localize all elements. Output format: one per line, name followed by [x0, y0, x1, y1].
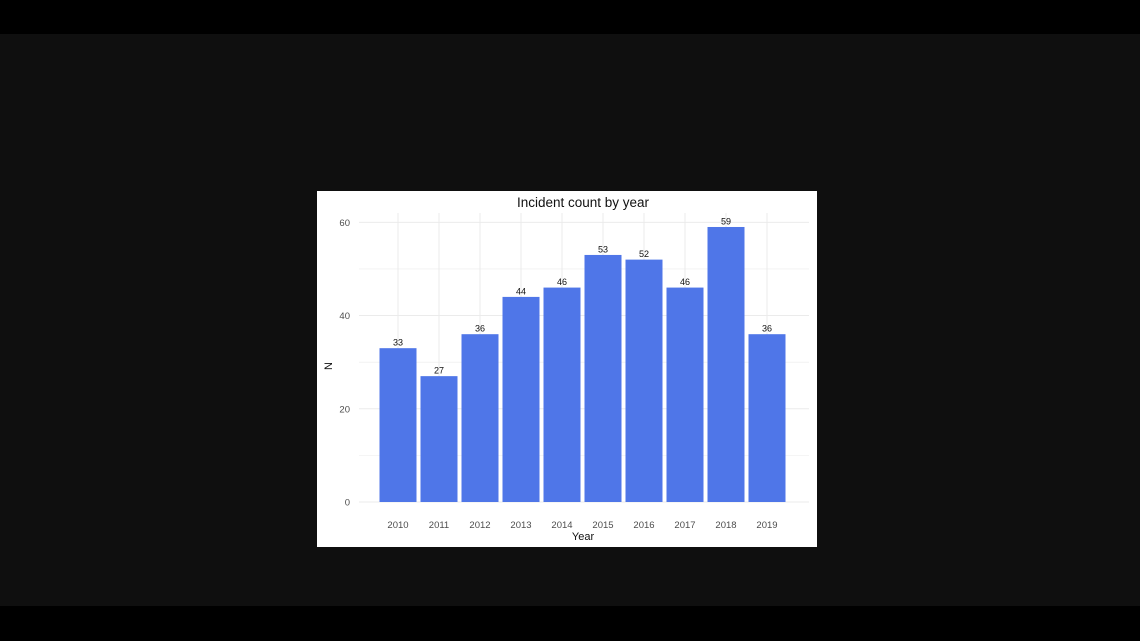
value-label: 27: [434, 366, 444, 376]
y-tick-label: 0: [345, 498, 350, 509]
x-tick-label: 2019: [756, 520, 777, 531]
bar-2012: [461, 334, 499, 502]
x-axis-ticks: 2010 2011 2012 2013 2014 2015 2016 2017 2018 2019: [387, 520, 777, 531]
y-axis-title: N: [323, 362, 335, 370]
x-tick-label: 2012: [469, 520, 490, 531]
value-label: 36: [475, 324, 485, 334]
value-label: 44: [516, 286, 526, 296]
value-labels: 33 27 36 44 46 53 52 46 59 36: [393, 216, 772, 375]
value-label: 59: [721, 216, 731, 226]
bar-2016: [625, 259, 663, 502]
bar-2014: [543, 287, 581, 502]
x-tick-label: 2016: [633, 520, 654, 531]
bar-2010: [379, 348, 417, 502]
bar-2019: [748, 334, 786, 502]
x-tick-label: 2014: [551, 520, 572, 531]
value-label: 36: [762, 324, 772, 334]
value-label: 53: [598, 244, 608, 254]
bar-2011: [420, 376, 458, 502]
y-tick-label: 40: [339, 311, 350, 322]
y-axis-ticks: 0 20 40 60: [339, 218, 350, 509]
x-axis-title: Year: [572, 531, 595, 543]
x-tick-label: 2018: [715, 520, 736, 531]
value-label: 33: [393, 338, 403, 348]
bar-2015: [584, 254, 622, 502]
y-tick-label: 60: [339, 218, 350, 229]
bars: [379, 226, 786, 502]
x-tick-label: 2015: [592, 520, 613, 531]
value-label: 52: [639, 249, 649, 259]
chart-panel: 33 27 36 44 46 53 52 46 59 36 0 20 40 60 2010 2011 201…: [317, 191, 817, 547]
bar-2013: [502, 296, 540, 502]
value-label: 46: [557, 277, 567, 287]
chart-title: Incident count by year: [517, 195, 650, 210]
video-frame: 33 27 36 44 46 53 52 46 59 36 0 20 40 60 2010 2011 201…: [0, 34, 1140, 606]
x-tick-label: 2010: [387, 520, 408, 531]
bar-2018: [707, 226, 745, 502]
value-label: 46: [680, 277, 690, 287]
bar-2017: [666, 287, 704, 502]
y-tick-label: 20: [339, 404, 350, 415]
x-tick-label: 2011: [429, 520, 449, 531]
x-tick-label: 2013: [510, 520, 531, 531]
x-tick-label: 2017: [674, 520, 695, 531]
